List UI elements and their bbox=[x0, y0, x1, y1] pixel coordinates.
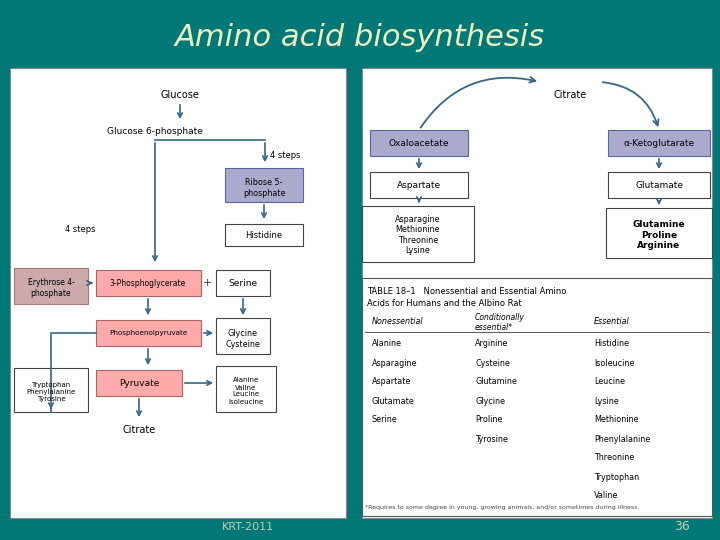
Text: α-Ketoglutarate: α-Ketoglutarate bbox=[624, 138, 695, 147]
Text: +: + bbox=[202, 278, 212, 288]
Text: Serine: Serine bbox=[372, 415, 397, 424]
Text: Glutamate: Glutamate bbox=[372, 396, 415, 406]
Text: Glycine: Glycine bbox=[475, 396, 505, 406]
Text: Citrate: Citrate bbox=[554, 90, 587, 100]
Text: Alanine
Valine
Leucine
Isoleucine: Alanine Valine Leucine Isoleucine bbox=[228, 377, 264, 404]
Text: Proline: Proline bbox=[475, 415, 503, 424]
Text: Glutamine: Glutamine bbox=[475, 377, 517, 387]
Text: Essential: Essential bbox=[594, 318, 630, 327]
Text: Asparagine
Methionine
Threonine
Lysine: Asparagine Methionine Threonine Lysine bbox=[395, 215, 441, 255]
Text: Glutamate: Glutamate bbox=[635, 180, 683, 190]
FancyBboxPatch shape bbox=[606, 208, 712, 258]
Text: 4 steps: 4 steps bbox=[65, 226, 95, 234]
Text: Serine: Serine bbox=[228, 279, 258, 287]
Text: Pyruvate: Pyruvate bbox=[119, 379, 159, 388]
Text: Tryptophan
Phenylalanine
Tyrosine: Tryptophan Phenylalanine Tyrosine bbox=[27, 382, 76, 402]
FancyBboxPatch shape bbox=[362, 68, 712, 518]
FancyBboxPatch shape bbox=[608, 172, 710, 198]
Text: Asparagine: Asparagine bbox=[372, 359, 418, 368]
FancyBboxPatch shape bbox=[216, 270, 270, 296]
Text: Phosphoenolpyruvate: Phosphoenolpyruvate bbox=[109, 330, 187, 336]
Text: Lysine: Lysine bbox=[594, 396, 618, 406]
Text: Threonine: Threonine bbox=[594, 454, 634, 462]
Text: 4 steps: 4 steps bbox=[270, 151, 300, 159]
Text: Histidine: Histidine bbox=[246, 231, 282, 240]
Text: TABLE 18–1   Nonessential and Essential Amino: TABLE 18–1 Nonessential and Essential Am… bbox=[367, 287, 567, 296]
Text: Acids for Humans and the Albino Rat: Acids for Humans and the Albino Rat bbox=[367, 299, 522, 307]
FancyBboxPatch shape bbox=[10, 68, 346, 518]
Text: Nonessential: Nonessential bbox=[372, 318, 423, 327]
Text: Cysteine: Cysteine bbox=[475, 359, 510, 368]
Text: Arginine: Arginine bbox=[475, 340, 508, 348]
Text: Tryptophan: Tryptophan bbox=[594, 472, 639, 482]
Text: Citrate: Citrate bbox=[122, 425, 156, 435]
FancyBboxPatch shape bbox=[225, 168, 303, 202]
Text: Histidine: Histidine bbox=[594, 340, 629, 348]
FancyBboxPatch shape bbox=[96, 370, 182, 396]
FancyBboxPatch shape bbox=[216, 366, 276, 412]
Text: Alanine: Alanine bbox=[372, 340, 402, 348]
FancyBboxPatch shape bbox=[225, 224, 303, 246]
Text: Conditionally: Conditionally bbox=[475, 314, 525, 322]
FancyBboxPatch shape bbox=[370, 172, 468, 198]
FancyBboxPatch shape bbox=[370, 130, 468, 156]
Text: 3-Phosphoglycerate: 3-Phosphoglycerate bbox=[110, 279, 186, 287]
Text: Glucose 6-phosphate: Glucose 6-phosphate bbox=[107, 127, 203, 137]
Text: Tyrosine: Tyrosine bbox=[475, 435, 508, 443]
FancyBboxPatch shape bbox=[362, 278, 712, 516]
FancyBboxPatch shape bbox=[14, 268, 88, 304]
Text: Valine: Valine bbox=[594, 491, 618, 501]
Text: Oxaloacetate: Oxaloacetate bbox=[389, 138, 449, 147]
Text: Erythrose 4-
phosphate: Erythrose 4- phosphate bbox=[27, 278, 74, 298]
Text: Phenylalanine: Phenylalanine bbox=[594, 435, 650, 443]
Text: Ribose 5-
phosphate: Ribose 5- phosphate bbox=[243, 178, 285, 198]
FancyBboxPatch shape bbox=[216, 318, 270, 354]
Text: 36: 36 bbox=[674, 521, 690, 534]
FancyBboxPatch shape bbox=[96, 270, 201, 296]
FancyBboxPatch shape bbox=[362, 206, 474, 262]
Text: Isoleucine: Isoleucine bbox=[594, 359, 634, 368]
Text: essential*: essential* bbox=[475, 322, 513, 332]
Text: Leucine: Leucine bbox=[594, 377, 625, 387]
FancyBboxPatch shape bbox=[608, 130, 710, 156]
Text: Methionine: Methionine bbox=[594, 415, 639, 424]
Text: Amino acid biosynthesis: Amino acid biosynthesis bbox=[175, 24, 545, 52]
Text: *Requires to some degree in young, growing animals, and/or sometimes during illn: *Requires to some degree in young, growi… bbox=[365, 504, 639, 510]
FancyBboxPatch shape bbox=[96, 320, 201, 346]
FancyBboxPatch shape bbox=[14, 368, 88, 412]
Text: Glycine
Cysteine: Glycine Cysteine bbox=[225, 329, 261, 349]
Text: Glutamine
Proline
Arginine: Glutamine Proline Arginine bbox=[633, 220, 685, 250]
Text: KRT-2011: KRT-2011 bbox=[222, 522, 274, 532]
Text: Glucose: Glucose bbox=[161, 90, 199, 100]
Text: Aspartate: Aspartate bbox=[397, 180, 441, 190]
Text: Aspartate: Aspartate bbox=[372, 377, 411, 387]
